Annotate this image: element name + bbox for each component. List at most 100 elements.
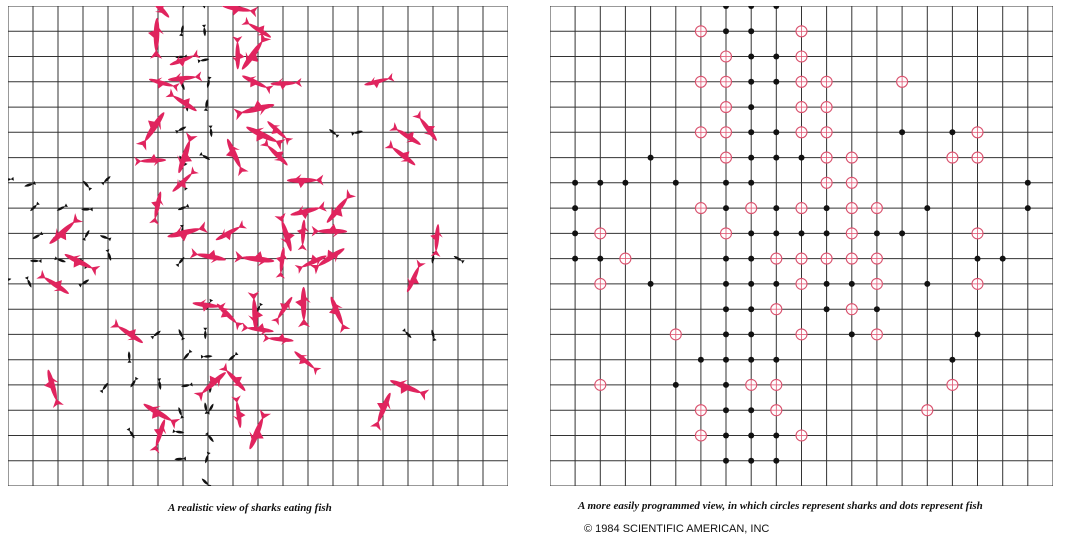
shark-icon bbox=[221, 6, 259, 18]
circle-marker bbox=[770, 378, 783, 391]
shark-icon bbox=[241, 322, 274, 336]
circle-marker bbox=[946, 378, 959, 391]
circle-marker bbox=[719, 75, 733, 88]
dot-marker bbox=[748, 179, 755, 186]
shark-icon bbox=[406, 259, 426, 293]
circle-marker bbox=[971, 126, 984, 139]
circle-marker bbox=[870, 202, 883, 215]
dot-marker bbox=[723, 331, 729, 338]
dot-marker bbox=[748, 154, 755, 161]
fish-icon bbox=[30, 259, 42, 264]
fish-icon bbox=[100, 176, 111, 186]
shark-icon bbox=[311, 223, 348, 238]
circle-marker bbox=[795, 328, 808, 341]
circle-marker bbox=[820, 151, 833, 164]
circle-marker bbox=[795, 50, 808, 63]
fish-icon bbox=[81, 207, 93, 212]
dot-marker bbox=[622, 179, 629, 186]
dot-marker bbox=[999, 255, 1006, 262]
shark-icon bbox=[44, 369, 64, 408]
fish-icon bbox=[126, 427, 135, 439]
shark-icon bbox=[215, 219, 247, 241]
circle-marker bbox=[795, 252, 808, 265]
dot-marker bbox=[597, 255, 604, 262]
fish-icon bbox=[56, 203, 68, 211]
fish-icon bbox=[99, 235, 112, 242]
circle-marker bbox=[694, 202, 707, 215]
shark-icon bbox=[430, 224, 443, 257]
fish-icon bbox=[30, 201, 40, 212]
circle-marker bbox=[795, 75, 808, 88]
dot-marker bbox=[899, 129, 906, 136]
circle-marker bbox=[770, 252, 783, 265]
shark-icon bbox=[225, 138, 249, 177]
dot-marker bbox=[697, 356, 704, 363]
shark-icon bbox=[241, 16, 272, 38]
circle-marker bbox=[845, 151, 858, 164]
shark-icon bbox=[275, 247, 288, 279]
fish-icon bbox=[203, 327, 208, 340]
circle-marker bbox=[845, 252, 858, 265]
fish-icon bbox=[24, 276, 32, 288]
fish-icon bbox=[202, 24, 207, 37]
fish-icon bbox=[78, 279, 90, 288]
shark-icon bbox=[246, 126, 286, 151]
shark-icon bbox=[149, 419, 167, 454]
shark-icon bbox=[169, 49, 201, 67]
fish-icon bbox=[183, 349, 193, 360]
dot-marker bbox=[773, 457, 780, 464]
shark-icon bbox=[241, 32, 272, 70]
fish-icon bbox=[197, 58, 210, 64]
fish-icon bbox=[200, 354, 213, 359]
dot-marker bbox=[873, 306, 880, 313]
dot-marker bbox=[748, 306, 755, 313]
fish-icon bbox=[157, 378, 162, 390]
circle-marker bbox=[870, 277, 883, 290]
dot-marker bbox=[873, 230, 880, 237]
fish-icon bbox=[54, 256, 66, 263]
shark-icon bbox=[389, 122, 421, 145]
circle-marker bbox=[745, 202, 758, 215]
dot-marker bbox=[572, 255, 579, 262]
fish-group bbox=[8, 6, 465, 486]
fish-icon bbox=[205, 431, 214, 443]
shark-icon bbox=[177, 132, 198, 174]
dot-marker bbox=[773, 432, 780, 439]
dot-marker bbox=[723, 179, 729, 186]
circle-marker bbox=[820, 101, 833, 114]
shark-icon bbox=[148, 17, 164, 59]
dot-marker bbox=[1024, 179, 1031, 186]
shark-icon bbox=[262, 333, 294, 345]
fish-icon bbox=[24, 181, 36, 187]
circle-marker bbox=[719, 227, 733, 240]
shark-icon bbox=[149, 191, 164, 226]
shark-icon bbox=[233, 99, 275, 121]
fish-icon bbox=[178, 328, 186, 341]
shark-icon bbox=[309, 248, 345, 275]
circle-marker bbox=[971, 151, 984, 164]
shark-icon bbox=[370, 392, 391, 431]
dot-marker bbox=[748, 230, 755, 237]
shark-icon bbox=[242, 75, 274, 95]
fish-icon bbox=[202, 6, 206, 9]
dot-marker bbox=[949, 129, 956, 136]
shark-icon bbox=[286, 173, 324, 189]
shark-icon bbox=[259, 138, 288, 166]
dot-marker bbox=[823, 280, 830, 287]
dot-marker bbox=[572, 230, 579, 237]
shark-icon bbox=[36, 269, 69, 295]
dot-marker bbox=[773, 205, 780, 212]
shark-icon bbox=[134, 153, 167, 167]
shark-icon bbox=[234, 250, 275, 267]
circle-marker bbox=[946, 151, 959, 164]
shark-icon bbox=[148, 6, 170, 18]
dot-marker bbox=[723, 28, 729, 35]
shark-icon bbox=[218, 362, 246, 392]
shark-icon bbox=[135, 112, 165, 151]
dot-marker bbox=[597, 179, 604, 186]
fish-icon bbox=[127, 351, 132, 363]
shark-icon bbox=[249, 409, 272, 450]
circle-marker bbox=[719, 126, 733, 139]
dot-marker bbox=[723, 381, 729, 388]
dot-marker bbox=[798, 230, 805, 237]
